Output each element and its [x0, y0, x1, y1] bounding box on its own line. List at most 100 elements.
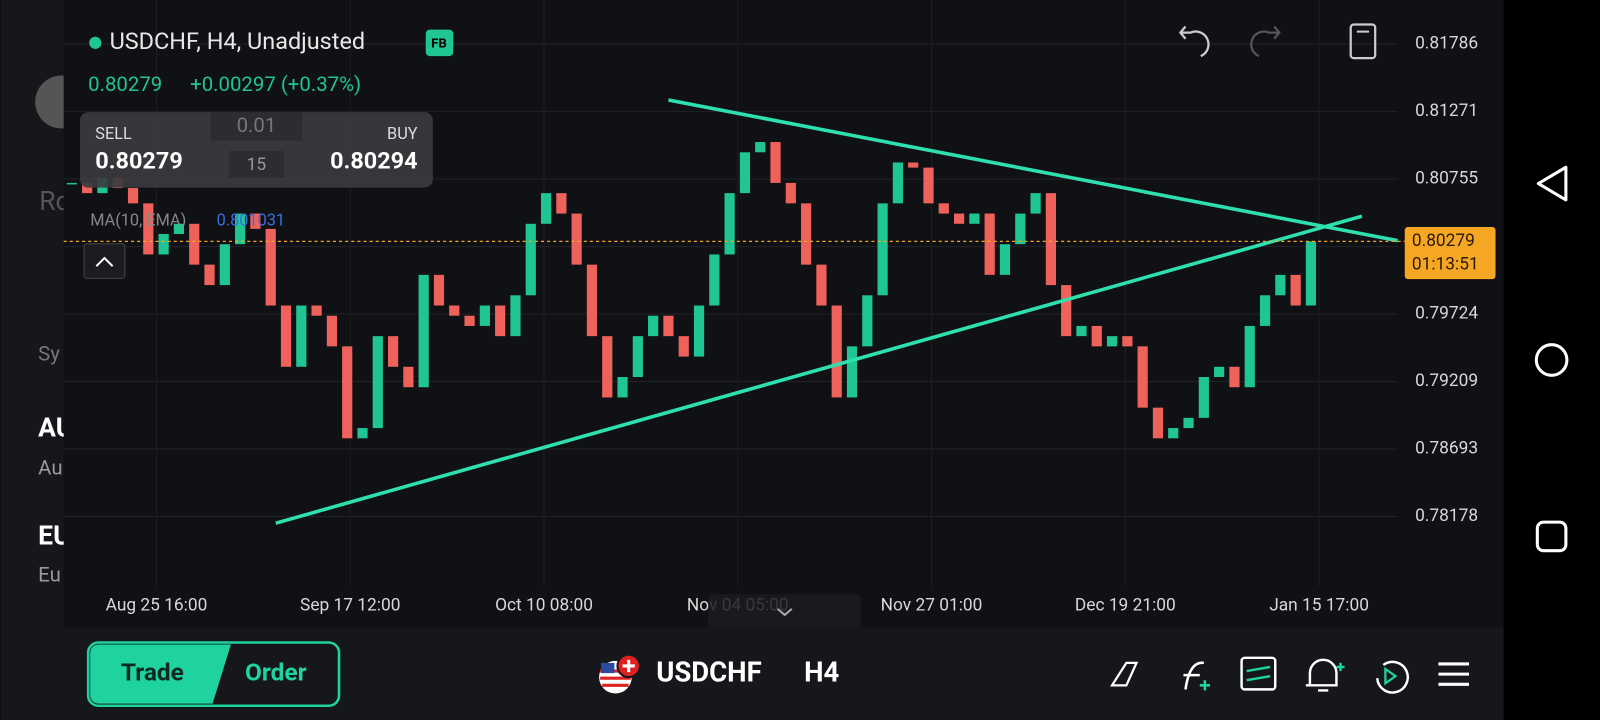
badge-bg — [425, 29, 454, 57]
tab-group — [86, 641, 341, 707]
candle-body — [1244, 325, 1255, 388]
chevron-up — [95, 256, 114, 267]
candle-body — [1045, 193, 1056, 286]
candle-body — [418, 274, 429, 388]
candle-body — [127, 188, 139, 204]
candle-body — [1275, 274, 1286, 296]
candle-body — [311, 305, 322, 316]
candle-body — [1091, 325, 1102, 347]
y-tick-label: 0.79209 — [1415, 371, 1478, 391]
candle-body — [158, 233, 169, 255]
candle-body — [387, 336, 399, 367]
candle-body — [1290, 274, 1301, 306]
y-tick-label: 0.79724 — [1415, 304, 1478, 324]
candle-body — [479, 305, 490, 326]
indicator-plus — [1199, 680, 1210, 691]
header-change: +0.00297 (+0.37%) — [190, 72, 361, 96]
undo-icon[interactable] — [1178, 25, 1210, 58]
candle-body — [1229, 366, 1240, 388]
candle-body — [403, 366, 414, 388]
candle-body — [235, 213, 246, 245]
collapse-button[interactable] — [83, 243, 126, 279]
candle-body — [693, 305, 705, 357]
alert-icon[interactable] — [1305, 658, 1338, 692]
candle-body — [755, 142, 766, 153]
candle-body — [265, 228, 276, 306]
candle-body — [1030, 193, 1041, 214]
buy-label: BUY — [387, 124, 418, 143]
candle-body — [724, 193, 735, 255]
tab-active-bg — [90, 644, 231, 704]
symbol-title: USDCHF, H4, Unadjusted — [110, 27, 366, 55]
template-lines — [1246, 665, 1271, 682]
bottom-timeframe[interactable]: H4 — [804, 655, 839, 688]
candle-body — [326, 315, 337, 347]
header-price: 0.80279 — [88, 72, 162, 96]
candle-body — [143, 203, 154, 255]
last-price-box — [1404, 227, 1496, 280]
replay-icon[interactable] — [1376, 660, 1409, 694]
sell-price[interactable]: 0.80279 — [95, 146, 182, 174]
candle-body — [999, 244, 1011, 275]
template-icon[interactable] — [1240, 656, 1277, 691]
candle-body — [678, 336, 689, 357]
candle-body — [250, 213, 261, 229]
candle-body — [617, 377, 628, 398]
tab-order[interactable]: Order — [245, 658, 307, 687]
sell-label: SELL — [95, 124, 132, 143]
candle-body — [770, 142, 781, 183]
candle-body — [632, 336, 643, 378]
candle-body — [1214, 366, 1225, 378]
bottom-symbol: USDCHF — [656, 655, 762, 688]
candle-body — [1106, 336, 1118, 347]
candle-body — [449, 305, 460, 316]
side-text: Eu — [38, 563, 61, 587]
redo-icon[interactable] — [1250, 25, 1281, 58]
candle-body — [862, 295, 873, 347]
lot-box[interactable] — [210, 112, 303, 141]
candle-body — [908, 162, 919, 168]
nav-recent[interactable] — [1535, 520, 1568, 553]
y-tick-label: 0.78693 — [1415, 439, 1478, 459]
flag-cross — [622, 659, 635, 673]
buy-price[interactable]: 0.80294 — [330, 146, 417, 174]
candle-body — [648, 315, 659, 337]
nav-home[interactable] — [1534, 343, 1569, 377]
candle-body — [173, 223, 185, 234]
chevron-down — [776, 608, 793, 617]
candle-body — [189, 223, 200, 265]
trade-panel[interactable] — [80, 112, 433, 188]
candle-body — [816, 264, 827, 306]
candle-body — [1137, 346, 1148, 408]
candle-body — [877, 203, 888, 296]
draw-icon[interactable] — [1110, 661, 1139, 687]
candle-body — [1305, 241, 1317, 306]
x-tick-label: Nov 27 01:00 — [881, 595, 983, 615]
candle-body — [846, 346, 858, 398]
x-tick-label: Sep 17 12:00 — [300, 595, 400, 615]
candle-body — [556, 193, 567, 214]
candle-body — [1183, 417, 1194, 429]
x-tick-label: Dec 19 21:00 — [1075, 595, 1176, 615]
nav-back[interactable] — [1536, 165, 1568, 202]
candle-body — [969, 213, 980, 224]
qty-box[interactable] — [228, 150, 284, 178]
tab-trade[interactable]: Trade — [121, 658, 184, 687]
candle-body — [1259, 295, 1271, 326]
candle-body — [280, 305, 292, 367]
menu-icon[interactable] — [1438, 662, 1470, 686]
replay-play — [1384, 666, 1398, 686]
x-tick-label: Oct 10 08:00 — [495, 595, 593, 615]
layout-icon[interactable] — [1349, 23, 1377, 60]
y-tick-label: 0.80755 — [1415, 169, 1478, 189]
candle-body — [586, 264, 598, 337]
indicator-icon[interactable] — [1183, 661, 1205, 690]
candle-body — [296, 305, 307, 367]
trend-line — [275, 214, 1363, 525]
scroll-widget[interactable] — [708, 594, 862, 629]
candle-body — [801, 203, 812, 265]
candle-body — [663, 315, 674, 337]
nav-bar — [1503, 0, 1600, 720]
